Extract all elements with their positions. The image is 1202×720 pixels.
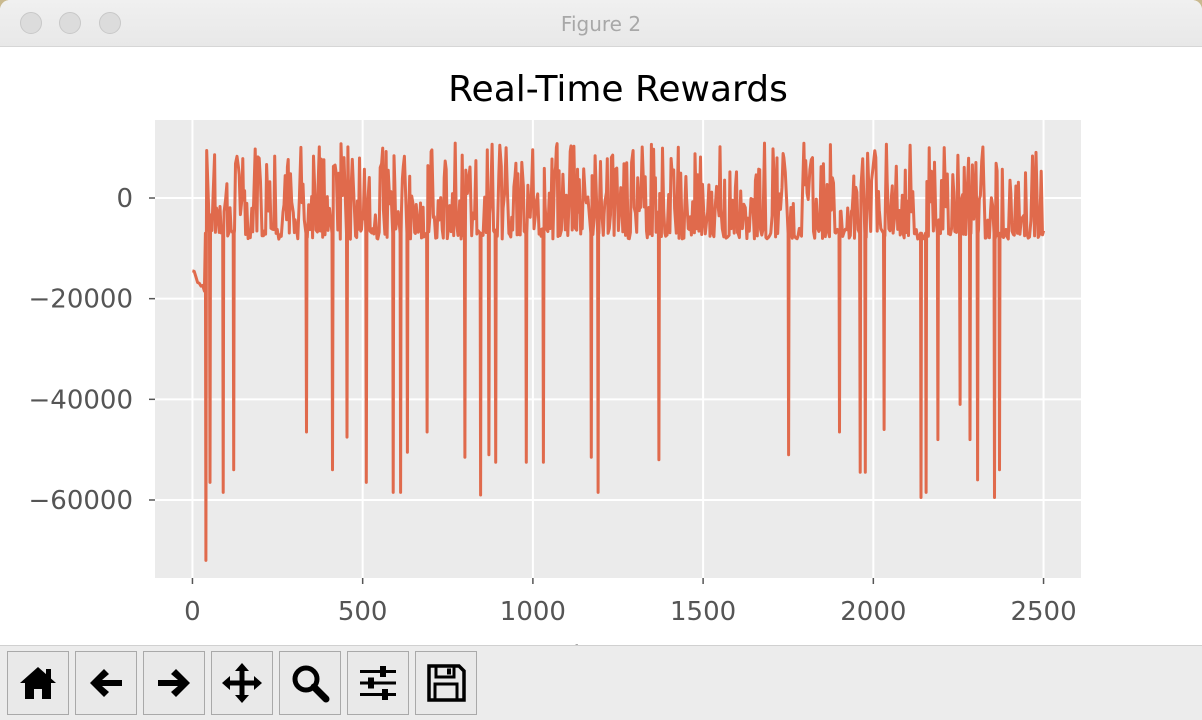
zoom-button[interactable] xyxy=(279,651,341,715)
back-button[interactable] xyxy=(75,651,137,715)
chart-title: Real-Time Rewards xyxy=(448,69,788,110)
y-axis-label: Rewards xyxy=(2,294,3,404)
sliders-icon xyxy=(360,666,396,700)
pan-button[interactable] xyxy=(211,651,273,715)
close-window-button[interactable] xyxy=(20,12,42,34)
y-tick-label: −40000 xyxy=(29,385,134,415)
home-button[interactable] xyxy=(7,651,69,715)
configure-subplots-button[interactable] xyxy=(347,651,409,715)
zoom-window-button[interactable] xyxy=(99,12,121,34)
arrow-left-icon xyxy=(90,669,122,697)
save-button[interactable] xyxy=(415,651,477,715)
magnifier-icon xyxy=(292,665,330,703)
move-icon xyxy=(222,663,262,703)
minimize-window-button[interactable] xyxy=(59,12,81,34)
x-tick-label: 0 xyxy=(184,597,201,627)
home-icon xyxy=(20,667,56,699)
x-tick-label: 2000 xyxy=(840,597,906,627)
title-bar: Figure 2 xyxy=(0,0,1202,47)
y-tick-label: −20000 xyxy=(29,285,134,315)
chart-area: Real-Time Rewards 0 500 1000 1500 2000 2500 0 −2… xyxy=(2,47,1200,645)
forward-button[interactable] xyxy=(143,651,205,715)
y-tick-label: 0 xyxy=(116,184,133,214)
rewards-series-line xyxy=(192,141,1046,562)
toolbar xyxy=(0,645,1202,720)
x-axis-label: Timestep xyxy=(557,641,678,645)
rewards-chart: Real-Time Rewards 0 500 1000 1500 2000 2500 0 −2… xyxy=(2,69,1081,645)
y-tick-label: −60000 xyxy=(29,486,134,516)
floppy-disk-icon xyxy=(427,664,466,702)
x-tick-label: 1000 xyxy=(500,597,566,627)
x-tick-label: 2500 xyxy=(1010,597,1076,627)
x-tick-label: 500 xyxy=(338,597,388,627)
x-tick-label: 1500 xyxy=(670,597,736,627)
window-title: Figure 2 xyxy=(560,12,642,36)
arrow-right-icon xyxy=(158,669,190,697)
